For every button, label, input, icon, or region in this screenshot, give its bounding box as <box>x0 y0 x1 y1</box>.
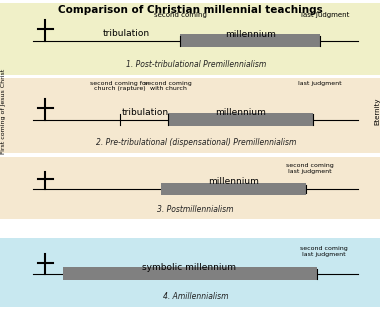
Text: second coming
last judgment: second coming last judgment <box>286 163 334 174</box>
Text: millennium: millennium <box>208 177 259 186</box>
Text: second coming for
church (rapture): second coming for church (rapture) <box>90 80 149 91</box>
Text: 1. Post-tribulational Premillennialism: 1. Post-tribulational Premillennialism <box>125 60 266 69</box>
Text: tribulation: tribulation <box>103 29 150 38</box>
Text: last judgment: last judgment <box>298 80 342 85</box>
Text: 4. Amillennialism: 4. Amillennialism <box>163 292 228 301</box>
Bar <box>168 113 313 126</box>
Text: last judgment: last judgment <box>301 12 350 18</box>
Text: second coming
last judgment: second coming last judgment <box>300 246 348 257</box>
Bar <box>180 34 320 47</box>
Text: 2. Pre-tribulational (dispensational) Premillennialism: 2. Pre-tribulational (dispensational) Pr… <box>95 138 296 147</box>
Bar <box>63 268 317 280</box>
Text: second coming: second coming <box>154 12 207 18</box>
Text: millennium: millennium <box>225 30 276 39</box>
Bar <box>161 183 306 195</box>
Text: tribulation: tribulation <box>122 108 169 116</box>
Text: symbolic millennium: symbolic millennium <box>142 263 236 272</box>
Text: First coming of Jesus Christ: First coming of Jesus Christ <box>0 69 6 154</box>
Text: second coming
with church: second coming with church <box>144 80 192 91</box>
Text: 3. Postmillennialism: 3. Postmillennialism <box>157 205 234 214</box>
Text: millennium: millennium <box>215 108 266 116</box>
Text: Eternity: Eternity <box>374 97 380 125</box>
Text: Comparison of Christian millennial teachings: Comparison of Christian millennial teach… <box>58 5 322 15</box>
